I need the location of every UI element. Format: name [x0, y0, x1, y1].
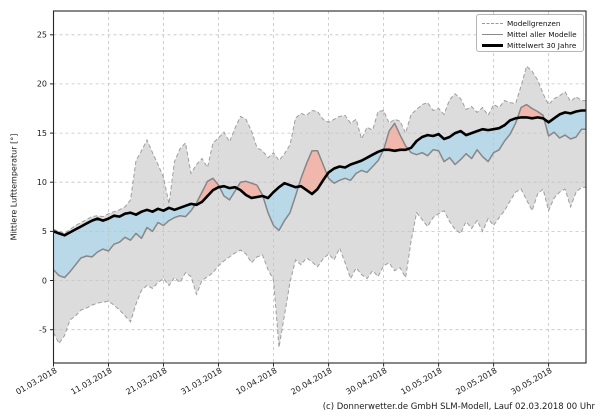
svg-text:25: 25 [37, 31, 47, 40]
svg-text:30.04.2018: 30.04.2018 [344, 366, 388, 397]
model-limit-lines [53, 65, 586, 348]
svg-text:0: 0 [42, 276, 47, 285]
legend-item-modellmittel: Mittel aller Modelle [482, 29, 581, 40]
model-mean-line [53, 103, 586, 279]
legend-label: Mittel aller Modelle [507, 30, 577, 39]
svg-text:20.04.2018: 20.04.2018 [289, 366, 333, 397]
gray-line-icon [482, 34, 503, 35]
legend-label: Modellgrenzen [507, 19, 561, 28]
svg-text:10: 10 [37, 178, 47, 187]
svg-text:15: 15 [37, 129, 47, 138]
black-line-icon [482, 44, 503, 47]
y-axis-title: Mittlere Lufttemperatur [°] [9, 133, 19, 241]
climate-mean-line [53, 109, 586, 237]
svg-text:21.03.2018: 21.03.2018 [124, 366, 168, 397]
svg-text:20: 20 [37, 80, 47, 89]
dashed-line-icon [482, 23, 503, 24]
legend: Modellgrenzen Mittel aller Modelle Mitte… [476, 14, 584, 52]
svg-text:11.03.2018: 11.03.2018 [69, 366, 113, 397]
legend-label: Mittelwert 30 Jahre [507, 41, 577, 50]
copyright-caption: (c) Donnerwetter.de GmbH SLM-Modell, Lau… [322, 402, 595, 412]
svg-text:01.03.2018: 01.03.2018 [14, 366, 58, 397]
axes [50, 10, 587, 367]
anomaly-bands [53, 104, 586, 278]
x-tick-labels: 01.03.2018 11.03.2018 21.03.2018 31.03.2018… [14, 366, 553, 397]
svg-text:20.05.2018: 20.05.2018 [454, 366, 498, 397]
svg-text:10.04.2018: 10.04.2018 [234, 366, 278, 397]
gridlines [53, 11, 586, 363]
model-envelope-band [53, 66, 586, 348]
legend-item-30jahre: Mittelwert 30 Jahre [482, 40, 581, 51]
svg-text:-5: -5 [39, 326, 47, 335]
svg-text:30.05.2018: 30.05.2018 [509, 366, 553, 397]
svg-text:5: 5 [42, 227, 47, 236]
svg-text:10.05.2018: 10.05.2018 [399, 366, 443, 397]
legend-item-modellgrenzen: Modellgrenzen [482, 18, 581, 29]
svg-text:31.03.2018: 31.03.2018 [179, 366, 223, 397]
y-tick-labels: -5 0 5 10 15 20 25 [37, 31, 47, 335]
